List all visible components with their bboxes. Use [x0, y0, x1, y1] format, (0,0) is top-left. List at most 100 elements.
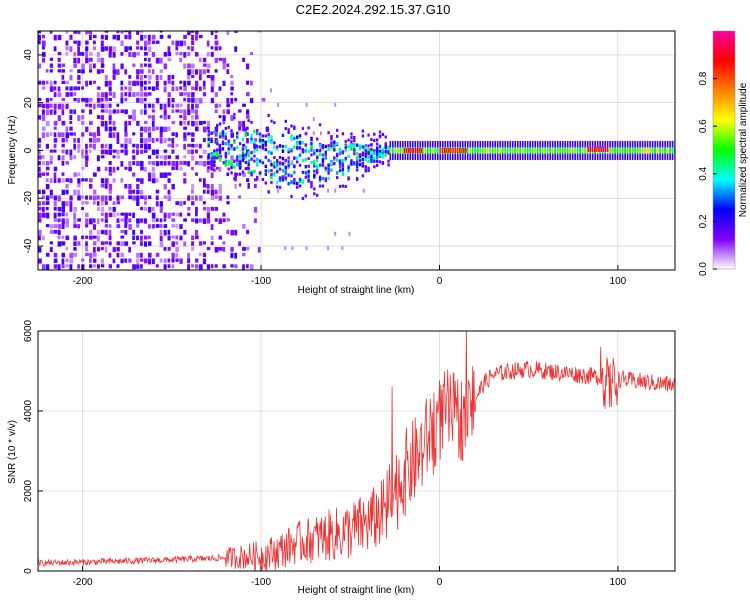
heatmap-cell [104, 97, 109, 102]
heatmap-cell [191, 132, 195, 137]
heatmap-cell [304, 171, 307, 175]
heatmap-cell [191, 86, 195, 91]
heatmap-cell [147, 155, 152, 159]
heatmap-cell [338, 148, 342, 153]
heatmap-cell [310, 145, 313, 150]
heatmap-cell [61, 189, 65, 195]
heatmap-cell [454, 147, 456, 154]
heatmap-cell [441, 147, 444, 154]
heatmap-cell [183, 229, 187, 235]
heatmap-cell [445, 147, 448, 154]
heatmap-cell [38, 40, 41, 45]
heatmap-cell [92, 63, 96, 69]
heatmap-cell [370, 156, 373, 161]
heatmap-cell [195, 31, 199, 35]
heatmap-cell [378, 152, 382, 156]
heatmap-cell [301, 179, 305, 183]
heatmap-cell [270, 140, 273, 144]
heatmap-cell [167, 103, 171, 108]
heatmap-cell [202, 201, 206, 205]
heatmap-cell [202, 183, 207, 188]
heatmap-cell [236, 135, 239, 139]
heatmap-cell [206, 120, 210, 127]
heatmap-cell [261, 161, 265, 165]
heatmap-cell [49, 86, 54, 92]
heatmap-cell [230, 264, 234, 268]
heatmap-cell [261, 146, 265, 150]
heatmap-cell [305, 102, 308, 107]
heatmap-cell [49, 224, 54, 229]
heatmap-cell [539, 147, 541, 154]
heatmap-cell [151, 161, 156, 166]
heatmap-cell [324, 152, 327, 156]
heatmap-cell [206, 206, 211, 213]
heatmap-cell [100, 183, 105, 188]
heatmap-cell [108, 224, 112, 228]
heatmap-cell [599, 147, 601, 154]
heatmap-cell [191, 218, 195, 222]
heatmap-cell [210, 153, 213, 157]
snr-series-line [38, 331, 675, 571]
heatmap-cell [227, 147, 230, 151]
heatmap-cell [307, 157, 310, 161]
heatmap-cell [151, 52, 156, 58]
heatmap-cell [112, 258, 116, 264]
heatmap-cell [333, 148, 336, 152]
heatmap-cell [244, 130, 248, 134]
heatmap-cell [116, 218, 120, 223]
heatmap-cell [222, 63, 226, 70]
heatmap-cell [96, 132, 101, 137]
heatmap-cell [218, 115, 222, 119]
heatmap-cell [85, 235, 89, 239]
heatmap-cell [175, 86, 179, 91]
heatmap-cell [41, 109, 45, 115]
heatmap-cell [230, 80, 234, 86]
heatmap-cell [253, 178, 257, 182]
heatmap-cell [92, 218, 96, 223]
heatmap-cell [244, 127, 248, 131]
heatmap-cell [143, 52, 148, 56]
heatmap-cell [147, 126, 151, 132]
heatmap-cell [155, 218, 159, 222]
heatmap-cell [293, 156, 296, 160]
heatmap-cell [183, 115, 187, 121]
heatmap-cell [629, 147, 631, 154]
heatmap-cell [241, 148, 245, 153]
heatmap-cell [147, 132, 152, 138]
heatmap-cell [167, 229, 171, 235]
heatmap-cell [276, 180, 279, 185]
heatmap-cell [596, 147, 599, 154]
heatmap-cell [210, 159, 213, 163]
heatmap-cell [108, 86, 112, 92]
heatmap-cell [159, 201, 163, 207]
heatmap-cell [179, 212, 183, 217]
heatmap-cell [104, 103, 109, 109]
heatmap-cell [53, 149, 57, 153]
heatmap-cell [69, 120, 73, 124]
heatmap-cell [85, 149, 88, 155]
heatmap-cell [179, 115, 183, 119]
heatmap-cell [73, 63, 77, 68]
heatmap-cell [210, 131, 213, 135]
heatmap-cell [214, 189, 218, 195]
heatmap-cell [65, 132, 70, 139]
heatmap-cell [57, 212, 62, 217]
heatmap-cell [242, 264, 245, 270]
heatmap-cell [576, 147, 579, 154]
heatmap-cell [338, 151, 342, 156]
heatmap-cell [344, 139, 347, 143]
heatmap-cell [167, 161, 171, 166]
heatmap-cell [330, 144, 333, 148]
heatmap-cell [224, 132, 228, 136]
heatmap-cell [104, 34, 109, 40]
heatmap-cell [147, 206, 152, 213]
heatmap-cell [61, 224, 65, 230]
heatmap-cell [191, 264, 194, 268]
heatmap-cell [206, 52, 210, 57]
heatmap-cell [61, 172, 65, 176]
heatmap-cell [147, 172, 152, 179]
heatmap-cell [61, 155, 65, 161]
heatmap-cell [124, 212, 128, 219]
heatmap-cell [230, 132, 235, 138]
